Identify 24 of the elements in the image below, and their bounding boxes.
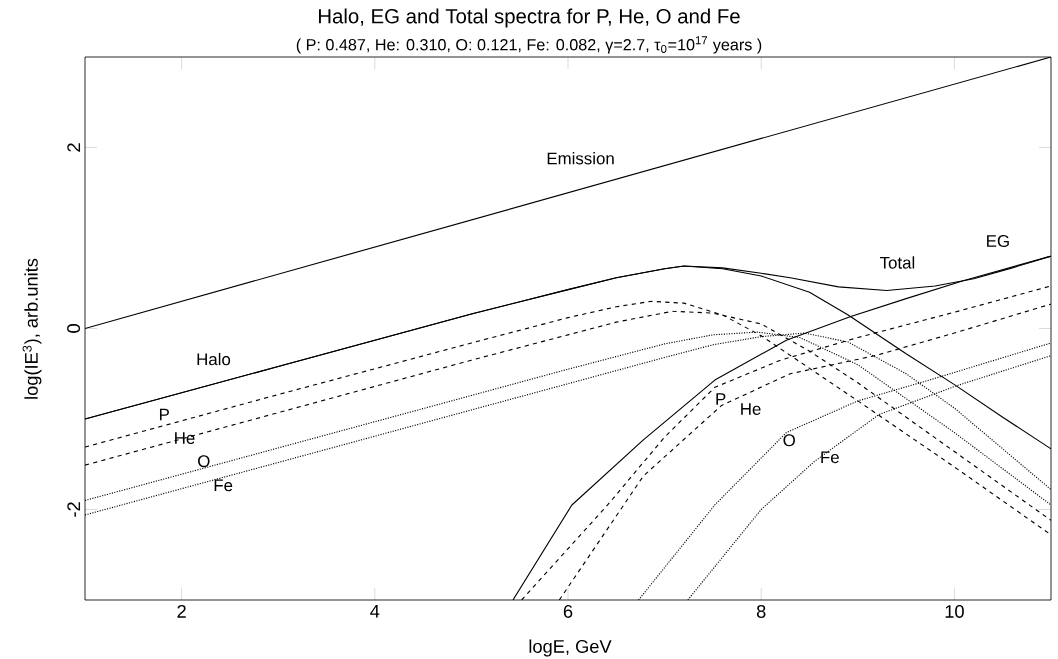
series-label: P	[159, 408, 169, 421]
series-label: Fe	[821, 451, 839, 464]
x-tick-label: 6	[563, 604, 573, 618]
x-tick-label: 2	[177, 604, 186, 618]
series-label: O	[198, 455, 210, 468]
x-tick-label: 10	[945, 604, 964, 618]
x-tick-label: 4	[370, 604, 380, 618]
series-label: Halo	[197, 352, 231, 366]
y-tick-label: 0	[67, 324, 81, 333]
chart-title: Halo, EG and Total spectra for P, He, O and Fe	[318, 8, 740, 28]
y-tick-label: 2	[67, 143, 81, 152]
series-label: He	[175, 432, 195, 444]
series-label: O	[783, 434, 795, 447]
series-label: EG	[987, 235, 1009, 247]
series-label: Total	[879, 256, 915, 269]
x-axis-title: logE, GeV	[529, 639, 612, 657]
y-axis-title: log(IE$^{3}$), arb.units	[22, 258, 42, 399]
series-label: Fe	[214, 479, 233, 492]
series-label: P	[716, 393, 726, 405]
x-tick-label: 8	[756, 604, 766, 618]
chart-subtitle: ( P: 0.487, He: 0.310, O: 0.121, Fe: 0.082, γ=2.7, τ$_{0}$=10$^{17}$ years )	[296, 36, 762, 54]
series-label: Emission	[547, 152, 614, 165]
y-tick-label: -2	[67, 502, 81, 517]
series-label: He	[741, 403, 761, 415]
